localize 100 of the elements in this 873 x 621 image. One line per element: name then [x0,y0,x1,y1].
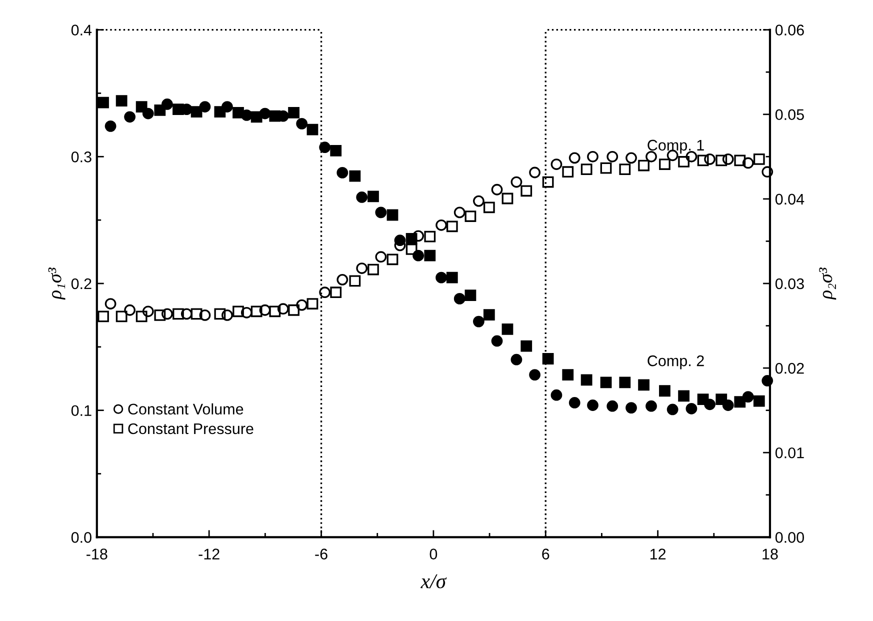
point [336,167,348,178]
y2-tick-label: 0.04 [775,194,804,205]
point [162,308,173,320]
point [259,304,271,316]
point [368,190,379,202]
point [568,152,580,164]
point [356,262,368,274]
point [472,195,484,207]
y-tick-label: 0.2 [71,278,92,290]
point [666,404,678,416]
point [502,192,514,204]
point [330,145,342,156]
point [734,154,746,166]
point [412,250,424,262]
point [406,244,418,255]
point [483,202,495,214]
point [296,299,308,311]
point [172,104,184,115]
point [436,219,447,231]
point [454,293,466,304]
point [638,160,650,172]
point [336,274,348,286]
point [704,153,716,165]
point [716,394,728,406]
point [510,354,522,366]
point [542,176,554,188]
point [154,104,166,116]
point [104,298,116,310]
point [375,251,387,263]
point [510,176,522,188]
y-axis-title: ρ₁σ³ [48,267,66,300]
point [568,397,580,408]
x-tick-label: 12 [650,548,666,560]
point [154,310,166,321]
point [562,369,574,381]
point [356,192,368,203]
y-tick-label: 0.0 [71,532,92,543]
point [116,95,128,107]
point [542,353,554,364]
point [98,310,109,322]
point [394,234,406,246]
x-axis-title: x/σ [420,574,447,588]
point [742,157,754,169]
x-tick-label: -6 [315,548,328,560]
point [386,209,398,221]
point [232,306,244,318]
point [600,162,612,174]
point [349,170,361,182]
point [678,390,690,402]
point [172,308,184,320]
point [502,323,514,335]
point [136,101,148,112]
point [349,275,361,287]
point [600,376,612,388]
point [269,306,281,318]
y2-tick-label: 0.06 [775,24,804,36]
point [646,400,657,412]
point [464,290,476,302]
x-tick-label: 6 [542,548,550,560]
y2-tick-label: 0.01 [775,447,804,458]
point [319,286,331,298]
point [240,306,252,318]
x-tick-label: 18 [762,548,778,560]
point [386,254,398,266]
point [483,309,495,320]
y2-tick-label: 0.00 [775,532,804,543]
point [446,220,458,232]
point [606,400,618,412]
point [491,335,503,347]
point [606,150,618,162]
point [722,153,734,165]
point [550,158,562,170]
point [288,304,300,316]
point [190,308,202,320]
point [296,118,308,130]
point [562,166,574,178]
point [104,120,116,132]
point [529,166,540,178]
point [446,272,458,284]
point [520,185,532,197]
point [762,375,774,386]
x-tick-label: -12 [198,548,220,560]
point [222,310,233,321]
point [136,310,148,322]
point [269,110,281,122]
point [762,166,774,178]
point [190,106,202,118]
point [180,308,192,320]
annotation: Comp. 2 [648,355,704,370]
point [375,206,387,218]
point [124,111,136,123]
point [288,106,300,118]
point [277,303,289,315]
point [368,264,379,276]
point [98,96,109,108]
point [529,369,540,381]
point [587,150,598,162]
point [587,400,598,411]
point [626,402,637,414]
point [319,142,331,154]
